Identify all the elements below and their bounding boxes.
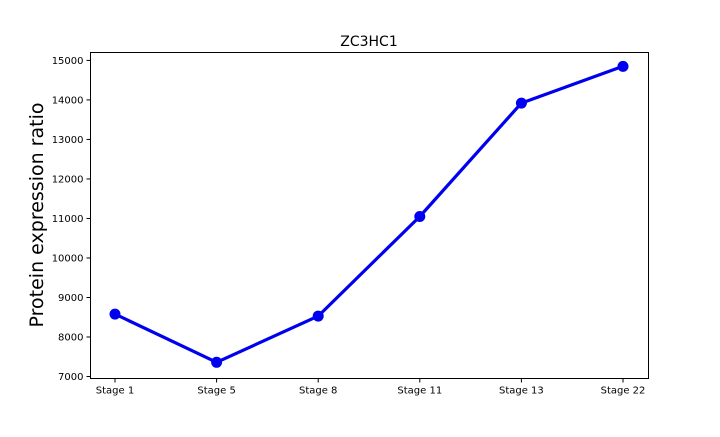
y-tick-label: 13000	[52, 135, 84, 146]
x-tick-label: Stage 13	[499, 386, 544, 397]
y-tick-label: 15000	[52, 56, 84, 67]
y-axis-label: Protein expression ratio	[26, 103, 48, 328]
x-tick-label: Stage 8	[299, 386, 337, 397]
series-line	[113, 64, 625, 364]
x-axis: Stage 1 Stage 5 Stage 8 Stage 11 Stage 13 Sta…	[96, 378, 646, 397]
y-tick-label: 11000	[52, 214, 84, 225]
y-tick-label: 9000	[58, 293, 83, 304]
y-tick-label: 12000	[52, 174, 84, 185]
x-tick-label: Stage 22	[601, 386, 646, 397]
x-tick-label: Stage 5	[197, 386, 235, 397]
y-axis: 7000 8000 9000 10000 11000 12000 13000 14000 150…	[52, 56, 91, 383]
data-point	[109, 308, 121, 320]
plot-area-frame	[90, 52, 649, 379]
y-tick-label: 7000	[58, 372, 83, 383]
data-point	[414, 210, 426, 222]
x-tick-label: Stage 1	[96, 386, 134, 397]
data-point	[515, 97, 527, 109]
y-tick-label: 8000	[58, 333, 83, 344]
y-tick-label: 10000	[52, 253, 84, 264]
x-tick-label: Stage 11	[397, 386, 442, 397]
chart-title: ZC3HC1	[340, 34, 397, 50]
data-point	[312, 310, 324, 322]
data-point	[617, 60, 629, 72]
series-layer	[109, 60, 629, 368]
y-tick-label: 14000	[52, 95, 84, 106]
data-point	[211, 356, 223, 368]
